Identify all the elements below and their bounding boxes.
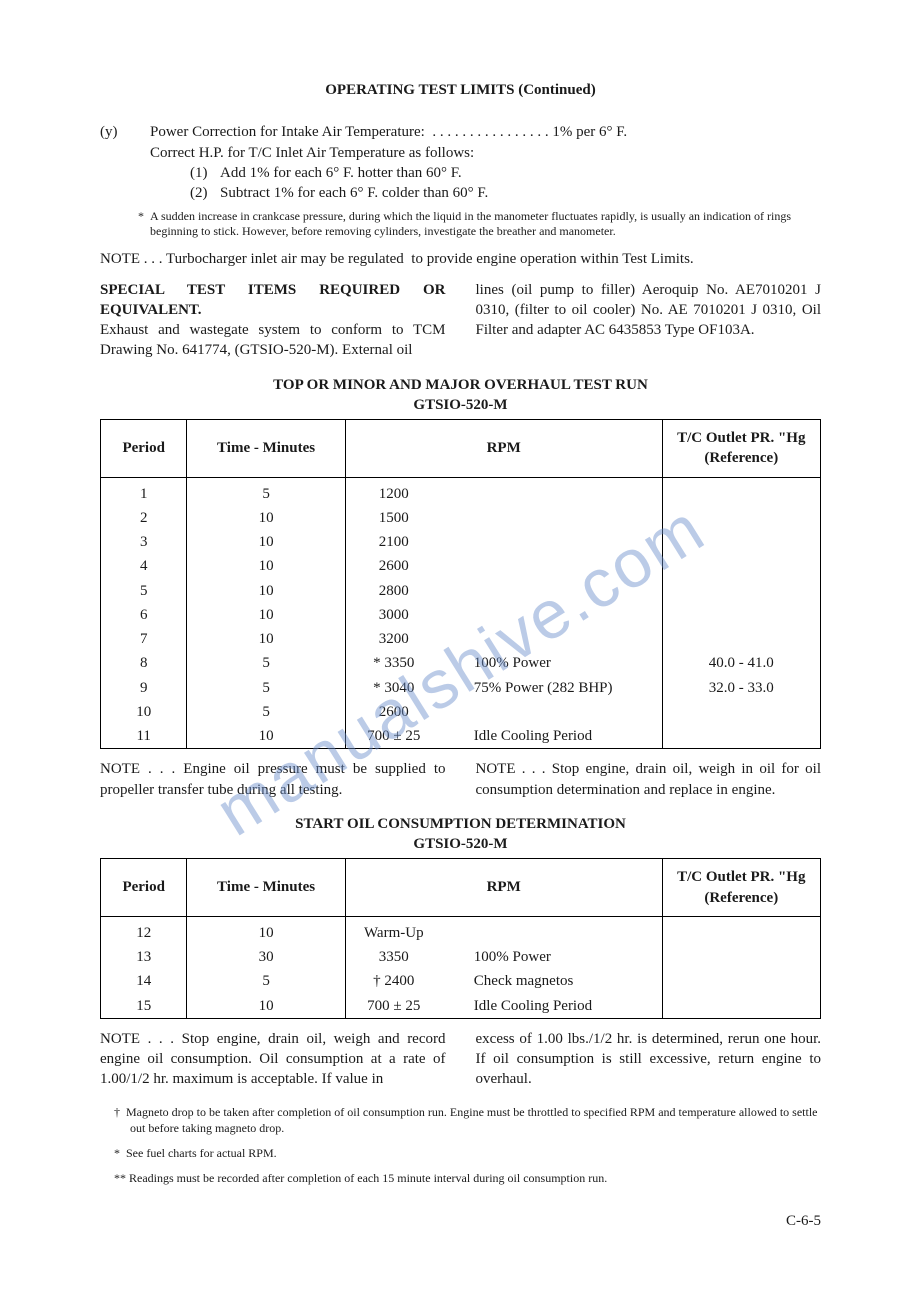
th2-tc: T/C Outlet PR. "Hg (Reference) — [662, 859, 820, 917]
mid-note-left: NOTE . . . Engine oil pressure must be s… — [100, 759, 446, 800]
table-row: 95* 304075% Power (282 BHP)32.0 - 33.0 — [101, 676, 821, 700]
th2-period: Period — [101, 859, 187, 917]
mid-note-right: NOTE . . . Stop engine, drain oil, weigh… — [476, 759, 822, 800]
item-y-sub-1: (1)Add 1% for each 6° F. hotter than 60°… — [190, 163, 821, 183]
th-rpm: RPM — [345, 420, 662, 478]
end-note-left: NOTE . . . Stop engine, drain oil, weigh… — [100, 1029, 446, 1090]
item-y-sub-2: (2)Subtract 1% for each 6° F. colder tha… — [190, 183, 821, 203]
table-row: 6103000 — [101, 603, 821, 627]
footnote-dblstar: ** Readings must be recorded after compl… — [100, 1170, 821, 1187]
table-row: 1110700 ± 25Idle Cooling Period — [101, 724, 821, 749]
table-row: 3102100 — [101, 530, 821, 554]
table-row: 145† 2400Check magnetos — [101, 969, 821, 993]
special-right-text: lines (oil pump to filler) Aeroquip No. … — [476, 280, 822, 361]
table1-subtitle: GTSIO-520-M — [100, 395, 821, 415]
item-y: (y) Power Correction for Intake Air Temp… — [100, 122, 821, 203]
table-row: 4102600 — [101, 554, 821, 578]
table1-title: TOP OR MINOR AND MAJOR OVERHAUL TEST RUN — [100, 375, 821, 395]
item-y-line1: Power Correction for Intake Air Temperat… — [150, 122, 821, 142]
table-row: 5102800 — [101, 579, 821, 603]
special-left-text: Exhaust and wastegate system to conform … — [100, 322, 446, 358]
oil-consumption-table: Period Time - Minutes RPM T/C Outlet PR.… — [100, 858, 821, 1019]
overhaul-test-table: Period Time - Minutes RPM T/C Outlet PR.… — [100, 419, 821, 749]
page-number: C-6-5 — [100, 1211, 821, 1231]
table-row: 13303350100% Power — [101, 945, 821, 969]
footnote-sudden-increase: * A sudden increase in crankcase pressur… — [120, 209, 821, 239]
page-title: OPERATING TEST LIMITS (Continued) — [100, 80, 821, 100]
table-row: 85* 3350100% Power40.0 - 41.0 — [101, 651, 821, 675]
th-tc: T/C Outlet PR. "Hg (Reference) — [662, 420, 820, 478]
table-row: 1510700 ± 25Idle Cooling Period — [101, 994, 821, 1019]
th-time: Time - Minutes — [187, 420, 345, 478]
end-notes: NOTE . . . Stop engine, drain oil, weigh… — [100, 1029, 821, 1090]
table2-title: START OIL CONSUMPTION DETERMINATION — [100, 814, 821, 834]
th2-time: Time - Minutes — [187, 859, 345, 917]
special-test-items: SPECIAL TEST ITEMS REQUIRED OR EQUIVALEN… — [100, 280, 821, 361]
table2-subtitle: GTSIO-520-M — [100, 834, 821, 854]
special-heading: SPECIAL TEST ITEMS REQUIRED OR EQUIVALEN… — [100, 282, 446, 318]
end-note-right: excess of 1.00 lbs./1/2 hr. is determine… — [476, 1029, 822, 1090]
footnote-dagger: † Magneto drop to be taken after complet… — [100, 1104, 821, 1138]
footnote-star: * See fuel charts for actual RPM. — [100, 1145, 821, 1162]
item-y-tag: (y) — [100, 122, 150, 203]
table-row: 2101500 — [101, 506, 821, 530]
mid-notes: NOTE . . . Engine oil pressure must be s… — [100, 759, 821, 800]
th2-rpm: RPM — [345, 859, 662, 917]
th-period: Period — [101, 420, 187, 478]
table-row: 151200 — [101, 477, 821, 506]
item-y-line2: Correct H.P. for T/C Inlet Air Temperatu… — [150, 143, 821, 163]
table-row: 1210Warm-Up — [101, 916, 821, 945]
note-turbocharger: NOTE . . . Turbocharger inlet air may be… — [100, 249, 821, 269]
table-row: 7103200 — [101, 627, 821, 651]
table-row: 1052600 — [101, 700, 821, 724]
footnotes: † Magneto drop to be taken after complet… — [100, 1104, 821, 1187]
